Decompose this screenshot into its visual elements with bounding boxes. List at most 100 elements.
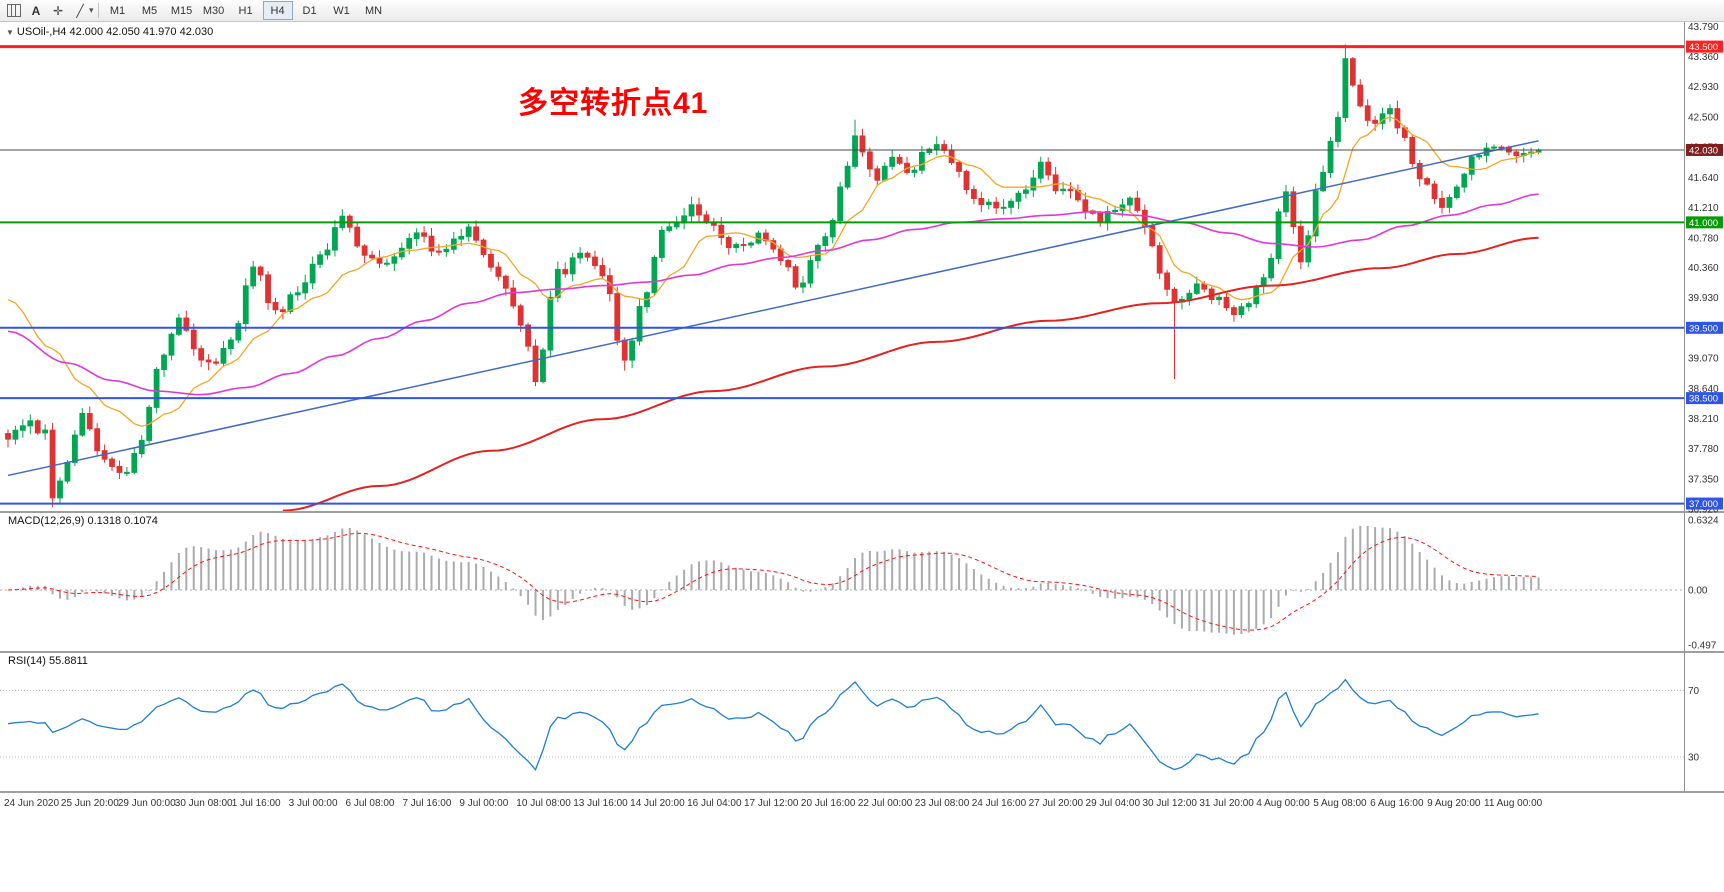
- candle: [1156, 242, 1163, 279]
- macd-signal-line: [7, 532, 1539, 631]
- candle: [592, 250, 598, 270]
- candle: [1223, 292, 1230, 311]
- candle: [948, 144, 955, 166]
- candle: [309, 256, 316, 290]
- timeframe-button-d1[interactable]: D1: [302, 4, 317, 17]
- rsi-line: [7, 678, 1539, 771]
- y-tick: 37.780: [1688, 444, 1719, 455]
- candle: [985, 198, 992, 210]
- candle: [1416, 159, 1423, 187]
- candle: [228, 336, 234, 355]
- candle: [1491, 144, 1497, 151]
- candle: [748, 241, 754, 249]
- chart-annotation-text[interactable]: 多空转折点41: [518, 87, 709, 120]
- toolbar: A ✛ ╱ ▾ M1 M5 M15 M30 H1 H4 D1 W1 MN: [0, 0, 1724, 22]
- axis-tick: 42.030: [1689, 145, 1718, 156]
- candle: [874, 165, 881, 187]
- macd-scale-tick: 0.00: [1688, 586, 1708, 597]
- candle: [1312, 183, 1319, 243]
- timeframe-button-m30[interactable]: M30: [202, 4, 225, 17]
- candle: [971, 185, 977, 205]
- axis-tick: 43.500: [1689, 42, 1718, 53]
- x-label: 3 Jul 00:00: [289, 798, 338, 809]
- candle: [1082, 192, 1089, 220]
- trendline-tool-icon[interactable]: ╱: [76, 3, 84, 18]
- candle: [205, 354, 212, 371]
- chart-list-icon[interactable]: [4, 2, 24, 20]
- timeframe-button-m15[interactable]: M15: [170, 4, 193, 17]
- candle: [1335, 111, 1341, 148]
- timeframe-button-mn[interactable]: MN: [364, 4, 383, 17]
- tools-dropdown-caret[interactable]: ▾: [89, 5, 94, 15]
- y-tick: 41.210: [1688, 203, 1719, 214]
- x-label: 20 Jul 16:00: [801, 798, 856, 809]
- macd-indicator-label: MACD(12,26,9) 0.1318 0.1074: [8, 515, 158, 527]
- x-label: 31 Jul 20:00: [1199, 798, 1254, 809]
- candle: [1364, 99, 1371, 127]
- candle: [800, 276, 806, 294]
- timeframe-button-h1[interactable]: H1: [238, 4, 253, 17]
- price-axis: 43.79043.36042.93042.50042.07041.64041.2…: [1686, 22, 1723, 516]
- candle: [688, 196, 695, 223]
- x-label: 9 Jul 00:00: [459, 798, 508, 809]
- candle: [881, 162, 888, 182]
- candle: [1141, 204, 1148, 235]
- trendline[interactable]: [7, 140, 1539, 477]
- candle: [324, 243, 331, 260]
- candle: [1245, 301, 1252, 312]
- y-tick: 43.790: [1688, 22, 1719, 33]
- candle: [1439, 190, 1445, 214]
- price-badge-42.030: 42.030: [1686, 143, 1723, 156]
- candle: [1327, 137, 1334, 178]
- candle: [1297, 220, 1304, 270]
- candle: [317, 251, 323, 269]
- macd-scale-tick: -0.497: [1688, 641, 1717, 652]
- candle: [1513, 150, 1520, 163]
- candle: [978, 191, 985, 213]
- x-label: 6 Aug 16:00: [1370, 798, 1424, 809]
- price-badge-39.500: 39.500: [1686, 321, 1723, 334]
- candle: [161, 353, 167, 377]
- candle: [1468, 155, 1475, 181]
- candle: [272, 297, 279, 315]
- y-tick: 43.360: [1688, 52, 1719, 63]
- text-tool-button[interactable]: A: [31, 3, 41, 18]
- candle: [354, 222, 361, 249]
- timeframe-button-m5[interactable]: M5: [141, 4, 158, 17]
- price-badge-43.500: 43.500: [1686, 40, 1723, 53]
- candle: [12, 425, 19, 445]
- candle: [94, 423, 101, 456]
- candle: [346, 214, 353, 233]
- price-badge-37.000: 37.000: [1686, 497, 1723, 510]
- candle: [376, 250, 383, 269]
- axis-tick: 38.500: [1689, 394, 1718, 405]
- rsi-indicator-label: RSI(14) 55.8811: [8, 655, 88, 667]
- timeframe-button-m1[interactable]: M1: [109, 4, 126, 17]
- candle: [852, 119, 858, 169]
- candle: [1431, 180, 1438, 205]
- candle: [718, 216, 725, 246]
- candle: [941, 140, 948, 154]
- timeframe-group: M1 M5 M15 M30 H1 H4 D1 W1 MN: [103, 1, 389, 20]
- y-tick: 37.350: [1688, 474, 1719, 485]
- ma-fast-line: [7, 116, 1539, 427]
- timeframe-button-h4[interactable]: H4: [262, 1, 293, 20]
- candle: [562, 262, 569, 278]
- candle: [614, 286, 621, 346]
- axis-tick: 39.500: [1689, 323, 1718, 334]
- y-tick: 39.930: [1688, 293, 1719, 304]
- timeframe-button-w1[interactable]: W1: [333, 4, 350, 17]
- candle: [502, 274, 509, 296]
- chart-canvas: 43.79043.36042.93042.50042.07041.64041.2…: [0, 22, 1724, 809]
- candle: [658, 226, 665, 262]
- candle: [666, 222, 673, 233]
- candle: [1067, 182, 1074, 199]
- candle: [1127, 196, 1133, 214]
- crosshair-tool-icon[interactable]: ✛: [52, 3, 64, 18]
- candle: [1275, 208, 1282, 265]
- collapse-triangle-icon[interactable]: ▼: [6, 28, 14, 37]
- candle: [1268, 253, 1274, 282]
- candle: [696, 197, 702, 223]
- x-label: 24 Jul 16:00: [972, 798, 1027, 809]
- candle: [993, 196, 1000, 215]
